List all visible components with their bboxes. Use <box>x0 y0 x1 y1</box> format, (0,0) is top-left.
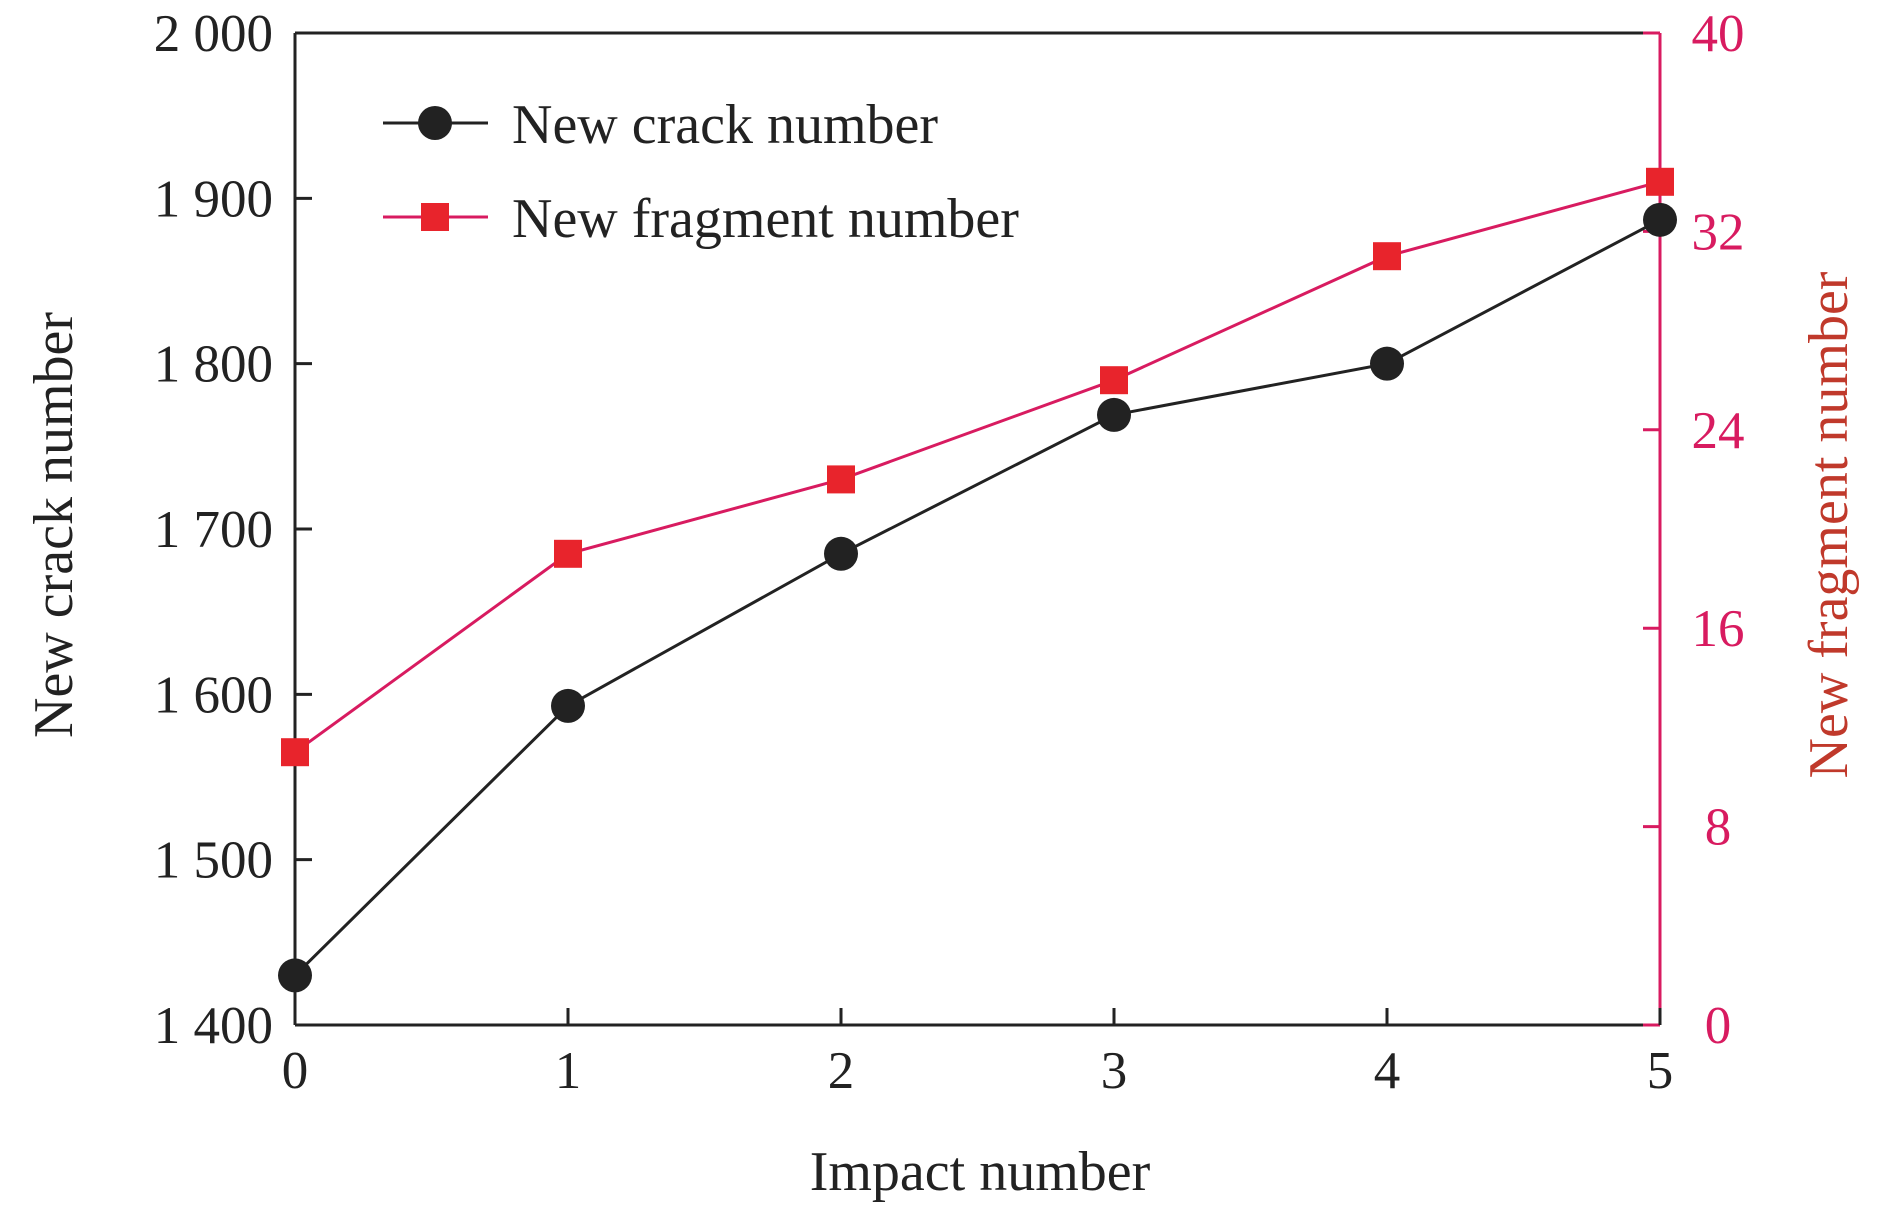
crack-data-point <box>551 688 585 723</box>
right-tick-label: 16 <box>1692 600 1745 658</box>
crack-data-point <box>1643 202 1677 237</box>
x-tick-label: 3 <box>1101 1042 1128 1100</box>
left-tick-label: 1 800 <box>154 336 273 394</box>
left-tick-label: 1 600 <box>154 666 273 724</box>
x-tick-label: 4 <box>1374 1042 1401 1100</box>
left-tick-label: 1 400 <box>154 997 273 1055</box>
left-tick-label: 1 900 <box>154 170 273 228</box>
crack-data-point <box>824 536 858 571</box>
legend-label-crack: New crack number <box>512 94 938 156</box>
legend-label-fragment: New fragment number <box>512 188 1019 250</box>
crack-series-line <box>293 218 1661 977</box>
right-tick-label: 32 <box>1692 203 1745 261</box>
legend-marker-fragment <box>421 203 449 231</box>
x-tick-label: 2 <box>828 1042 855 1100</box>
fragment-data-point <box>554 539 582 568</box>
left-y-axis-title: New crack number <box>23 312 85 738</box>
fragment-data-point <box>1646 167 1674 196</box>
crack-data-point <box>278 958 312 993</box>
right-y-axis: 0 8 16 24 32 40 <box>1643 5 1745 1055</box>
fragment-series-line <box>294 180 1661 754</box>
left-y-axis: 1 400 1 500 1 600 1 700 1 800 1 900 2 000 <box>154 5 312 1055</box>
left-tick-label: 2 000 <box>154 5 273 63</box>
x-tick-label: 5 <box>1647 1042 1674 1100</box>
series-layer <box>278 167 1677 993</box>
fragment-data-point <box>281 738 309 767</box>
right-tick-label: 8 <box>1705 799 1732 857</box>
crack-data-point <box>1370 346 1404 381</box>
legend: New crack number New fragment number <box>383 94 1019 250</box>
left-tick-label: 1 500 <box>154 832 273 890</box>
fragment-data-point <box>1373 242 1401 271</box>
right-tick-label: 24 <box>1692 402 1745 460</box>
right-tick-label: 0 <box>1705 997 1732 1055</box>
x-axis-title: Impact number <box>810 1141 1151 1203</box>
right-y-axis-title: New fragment number <box>1798 271 1860 778</box>
crack-data-point <box>1097 397 1131 432</box>
right-tick-label: 40 <box>1692 5 1745 63</box>
fragment-data-point <box>827 465 855 494</box>
plot-frame <box>293 31 1662 1027</box>
x-tick-label: 0 <box>282 1042 309 1100</box>
x-axis: 0 1 2 3 4 5 <box>282 1008 1674 1100</box>
x-tick-label: 1 <box>555 1042 582 1100</box>
left-tick-label: 1 700 <box>154 501 273 559</box>
fragment-data-point <box>1100 366 1128 395</box>
legend-marker-crack <box>418 106 452 140</box>
